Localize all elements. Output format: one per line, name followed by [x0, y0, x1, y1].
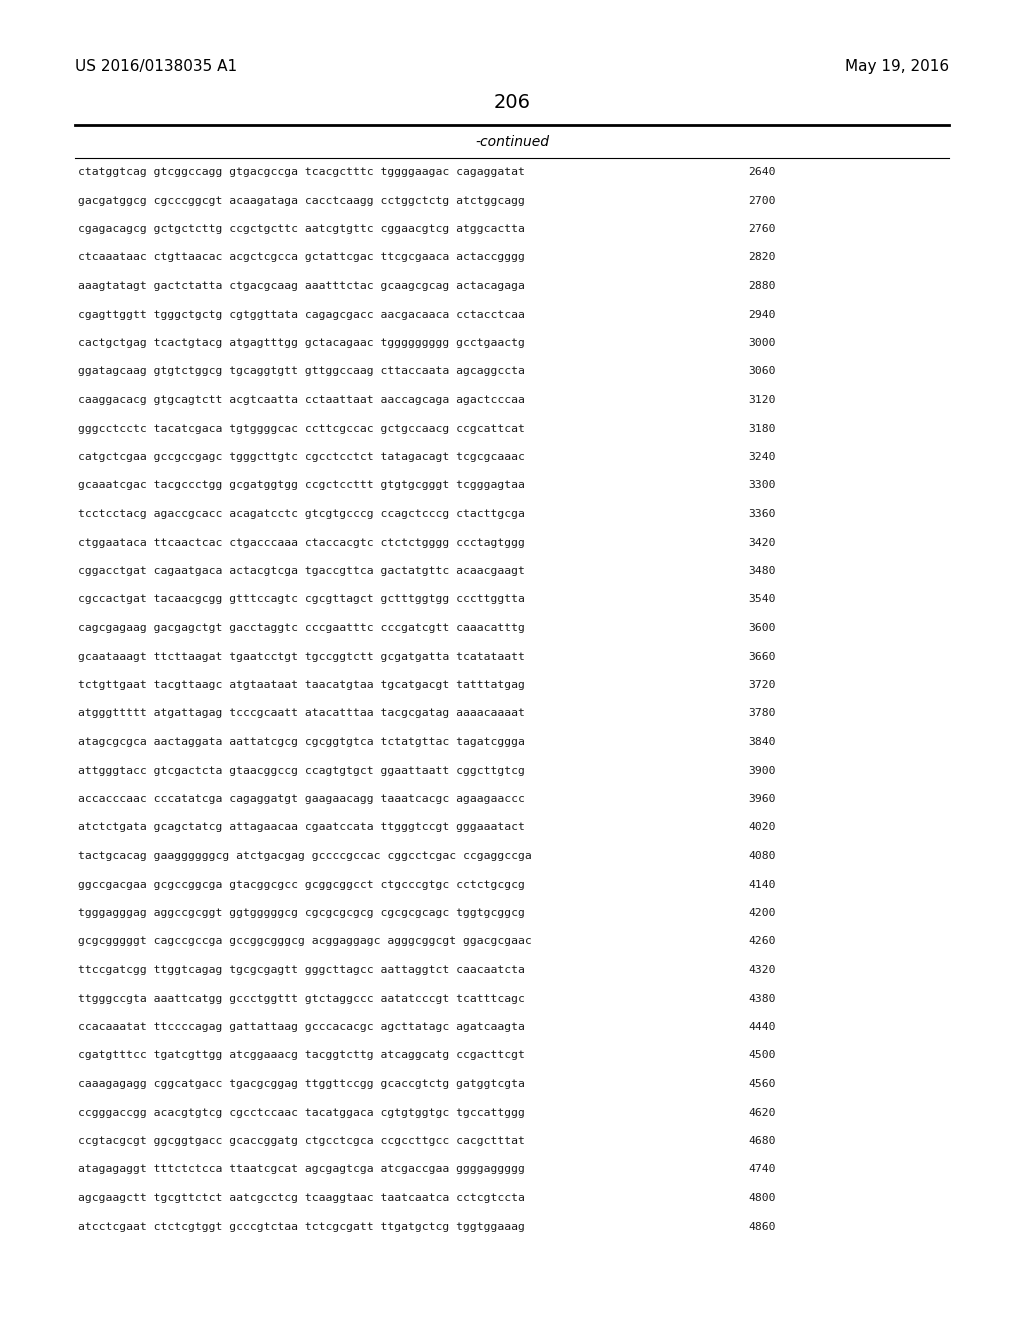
Text: 4020: 4020: [748, 822, 775, 833]
Text: 3660: 3660: [748, 652, 775, 661]
Text: US 2016/0138035 A1: US 2016/0138035 A1: [75, 59, 238, 74]
Text: 3000: 3000: [748, 338, 775, 348]
Text: 4620: 4620: [748, 1107, 775, 1118]
Text: 4380: 4380: [748, 994, 775, 1003]
Text: cgagttggtt tgggctgctg cgtggttata cagagcgacc aacgacaaca cctacctcaa: cgagttggtt tgggctgctg cgtggttata cagagcg…: [78, 309, 525, 319]
Text: caaagagagg cggcatgacc tgacgcggag ttggttccgg gcaccgtctg gatggtcgta: caaagagagg cggcatgacc tgacgcggag ttggttc…: [78, 1078, 525, 1089]
Text: aaagtatagt gactctatta ctgacgcaag aaatttctac gcaagcgcag actacagaga: aaagtatagt gactctatta ctgacgcaag aaatttc…: [78, 281, 525, 290]
Text: 3720: 3720: [748, 680, 775, 690]
Text: 3840: 3840: [748, 737, 775, 747]
Text: 2820: 2820: [748, 252, 775, 263]
Text: accacccaac cccatatcga cagaggatgt gaagaacagg taaatcacgc agaagaaccc: accacccaac cccatatcga cagaggatgt gaagaac…: [78, 795, 525, 804]
Text: ttgggccgta aaattcatgg gccctggttt gtctaggccc aatatcccgt tcatttcagc: ttgggccgta aaattcatgg gccctggttt gtctagg…: [78, 994, 525, 1003]
Text: tcctcctacg agaccgcacc acagatcctc gtcgtgcccg ccagctcccg ctacttgcga: tcctcctacg agaccgcacc acagatcctc gtcgtgc…: [78, 510, 525, 519]
Text: 4800: 4800: [748, 1193, 775, 1203]
Text: attgggtacc gtcgactcta gtaacggccg ccagtgtgct ggaattaatt cggcttgtcg: attgggtacc gtcgactcta gtaacggccg ccagtgt…: [78, 766, 525, 776]
Text: cgatgtttcc tgatcgttgg atcggaaacg tacggtcttg atcaggcatg ccgacttcgt: cgatgtttcc tgatcgttgg atcggaaacg tacggtc…: [78, 1051, 525, 1060]
Text: -continued: -continued: [475, 135, 549, 149]
Text: 2700: 2700: [748, 195, 775, 206]
Text: ttccgatcgg ttggtcagag tgcgcgagtt gggcttagcc aattaggtct caacaatcta: ttccgatcgg ttggtcagag tgcgcgagtt gggctta…: [78, 965, 525, 975]
Text: tgggagggag aggccgcggt ggtgggggcg cgcgcgcgcg cgcgcgcagc tggtgcggcg: tgggagggag aggccgcggt ggtgggggcg cgcgcgc…: [78, 908, 525, 917]
Text: cgagacagcg gctgctcttg ccgctgcttc aatcgtgttc cggaacgtcg atggcactta: cgagacagcg gctgctcttg ccgctgcttc aatcgtg…: [78, 224, 525, 234]
Text: 2640: 2640: [748, 168, 775, 177]
Text: cggacctgat cagaatgaca actacgtcga tgaccgttca gactatgttc acaacgaagt: cggacctgat cagaatgaca actacgtcga tgaccgt…: [78, 566, 525, 576]
Text: 2940: 2940: [748, 309, 775, 319]
Text: gcaataaagt ttcttaagat tgaatcctgt tgccggtctt gcgatgatta tcatataatt: gcaataaagt ttcttaagat tgaatcctgt tgccggt…: [78, 652, 525, 661]
Text: 4560: 4560: [748, 1078, 775, 1089]
Text: May 19, 2016: May 19, 2016: [845, 59, 949, 74]
Text: ccgggaccgg acacgtgtcg cgcctccaac tacatggaca cgtgtggtgc tgccattggg: ccgggaccgg acacgtgtcg cgcctccaac tacatgg…: [78, 1107, 525, 1118]
Text: atagagaggt tttctctcca ttaatcgcat agcgagtcga atcgaccgaa ggggaggggg: atagagaggt tttctctcca ttaatcgcat agcgagt…: [78, 1164, 525, 1175]
Text: 3060: 3060: [748, 367, 775, 376]
Text: 4200: 4200: [748, 908, 775, 917]
Text: 4080: 4080: [748, 851, 775, 861]
Text: 4260: 4260: [748, 936, 775, 946]
Text: 4500: 4500: [748, 1051, 775, 1060]
Text: 3360: 3360: [748, 510, 775, 519]
Text: 3120: 3120: [748, 395, 775, 405]
Text: 3960: 3960: [748, 795, 775, 804]
Text: ggatagcaag gtgtctggcg tgcaggtgtt gttggccaag cttaccaata agcaggccta: ggatagcaag gtgtctggcg tgcaggtgtt gttggcc…: [78, 367, 525, 376]
Text: 3240: 3240: [748, 451, 775, 462]
Text: gacgatggcg cgcccggcgt acaagataga cacctcaagg cctggctctg atctggcagg: gacgatggcg cgcccggcgt acaagataga cacctca…: [78, 195, 525, 206]
Text: 4320: 4320: [748, 965, 775, 975]
Text: 3420: 3420: [748, 537, 775, 548]
Text: 206: 206: [494, 92, 530, 111]
Text: ctggaataca ttcaactcac ctgacccaaa ctaccacgtc ctctctgggg ccctagtggg: ctggaataca ttcaactcac ctgacccaaa ctaccac…: [78, 537, 525, 548]
Text: 3780: 3780: [748, 709, 775, 718]
Text: 3180: 3180: [748, 424, 775, 433]
Text: agcgaagctt tgcgttctct aatcgcctcg tcaaggtaac taatcaatca cctcgtccta: agcgaagctt tgcgttctct aatcgcctcg tcaaggt…: [78, 1193, 525, 1203]
Text: gggcctcctc tacatcgaca tgtggggcac ccttcgccac gctgccaacg ccgcattcat: gggcctcctc tacatcgaca tgtggggcac ccttcgc…: [78, 424, 525, 433]
Text: gcgcgggggt cagccgccga gccggcgggcg acggaggagc agggcggcgt ggacgcgaac: gcgcgggggt cagccgccga gccggcgggcg acggag…: [78, 936, 531, 946]
Text: catgctcgaa gccgccgagc tgggcttgtc cgcctcctct tatagacagt tcgcgcaaac: catgctcgaa gccgccgagc tgggcttgtc cgcctcc…: [78, 451, 525, 462]
Text: 3600: 3600: [748, 623, 775, 634]
Text: atagcgcgca aactaggata aattatcgcg cgcggtgtca tctatgttac tagatcggga: atagcgcgca aactaggata aattatcgcg cgcggtg…: [78, 737, 525, 747]
Text: 2760: 2760: [748, 224, 775, 234]
Text: 3540: 3540: [748, 594, 775, 605]
Text: atctctgata gcagctatcg attagaacaa cgaatccata ttgggtccgt gggaaatact: atctctgata gcagctatcg attagaacaa cgaatcc…: [78, 822, 525, 833]
Text: atcctcgaat ctctcgtggt gcccgtctaa tctcgcgatt ttgatgctcg tggtggaaag: atcctcgaat ctctcgtggt gcccgtctaa tctcgcg…: [78, 1221, 525, 1232]
Text: gcaaatcgac tacgccctgg gcgatggtgg ccgctccttt gtgtgcgggt tcgggagtaa: gcaaatcgac tacgccctgg gcgatggtgg ccgctcc…: [78, 480, 525, 491]
Text: 4680: 4680: [748, 1137, 775, 1146]
Text: atgggttttt atgattagag tcccgcaatt atacatttaa tacgcgatag aaaacaaaat: atgggttttt atgattagag tcccgcaatt atacatt…: [78, 709, 525, 718]
Text: ggccgacgaa gcgccggcga gtacggcgcc gcggcggcct ctgcccgtgc cctctgcgcg: ggccgacgaa gcgccggcga gtacggcgcc gcggcgg…: [78, 879, 525, 890]
Text: 4440: 4440: [748, 1022, 775, 1032]
Text: cagcgagaag gacgagctgt gacctaggtc cccgaatttc cccgatcgtt caaacatttg: cagcgagaag gacgagctgt gacctaggtc cccgaat…: [78, 623, 525, 634]
Text: 4140: 4140: [748, 879, 775, 890]
Text: ccgtacgcgt ggcggtgacc gcaccggatg ctgcctcgca ccgccttgcc cacgctttat: ccgtacgcgt ggcggtgacc gcaccggatg ctgcctc…: [78, 1137, 525, 1146]
Text: ctcaaataac ctgttaacac acgctcgcca gctattcgac ttcgcgaaca actaccgggg: ctcaaataac ctgttaacac acgctcgcca gctattc…: [78, 252, 525, 263]
Text: cgccactgat tacaacgcgg gtttccagtc cgcgttagct gctttggtgg cccttggtta: cgccactgat tacaacgcgg gtttccagtc cgcgtta…: [78, 594, 525, 605]
Text: 3300: 3300: [748, 480, 775, 491]
Text: 2880: 2880: [748, 281, 775, 290]
Text: 3900: 3900: [748, 766, 775, 776]
Text: ccacaaatat ttccccagag gattattaag gcccacacgc agcttatagc agatcaagta: ccacaaatat ttccccagag gattattaag gcccaca…: [78, 1022, 525, 1032]
Text: ctatggtcag gtcggccagg gtgacgccga tcacgctttc tggggaagac cagaggatat: ctatggtcag gtcggccagg gtgacgccga tcacgct…: [78, 168, 525, 177]
Text: caaggacacg gtgcagtctt acgtcaatta cctaattaat aaccagcaga agactcccaa: caaggacacg gtgcagtctt acgtcaatta cctaatt…: [78, 395, 525, 405]
Text: 3480: 3480: [748, 566, 775, 576]
Text: cactgctgag tcactgtacg atgagtttgg gctacagaac tggggggggg gcctgaactg: cactgctgag tcactgtacg atgagtttgg gctacag…: [78, 338, 525, 348]
Text: 4740: 4740: [748, 1164, 775, 1175]
Text: tactgcacag gaaggggggcg atctgacgag gccccgccac cggcctcgac ccgaggccga: tactgcacag gaaggggggcg atctgacgag gccccg…: [78, 851, 531, 861]
Text: 4860: 4860: [748, 1221, 775, 1232]
Text: tctgttgaat tacgttaagc atgtaataat taacatgtaa tgcatgacgt tatttatgag: tctgttgaat tacgttaagc atgtaataat taacatg…: [78, 680, 525, 690]
